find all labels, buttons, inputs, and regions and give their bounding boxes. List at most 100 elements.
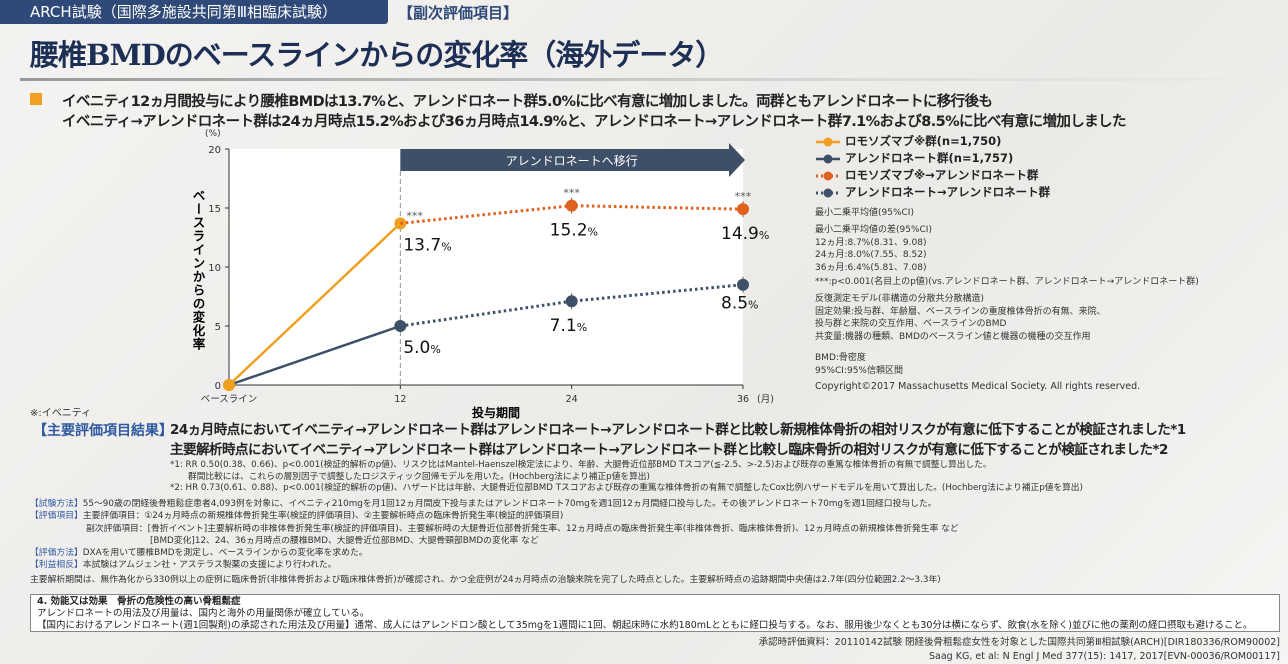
- x-tick-label: ベースライン: [201, 394, 258, 405]
- method-row: 【評価方法】DXAを用いて腰椎BMDを測定し、ベースラインからの変化率を求めた。: [30, 548, 368, 559]
- y-tick-label: 5: [215, 322, 221, 333]
- y-unit: (%): [205, 129, 221, 139]
- results-footnotes: *1: RR 0.50(0.38、0.66)、p<0.001(検証的解析のp値)…: [170, 460, 1083, 495]
- asterisk-note: ※:イベニティ: [30, 408, 92, 419]
- source-line: 承認時評価資料：20110142試験 閉経後骨粗鬆症女性を対象とした国際共同第Ⅲ…: [758, 637, 1280, 648]
- x-tick-label: 12: [394, 394, 406, 405]
- lead-text: イベニティ12ヵ月間投与により腰椎BMDは13.7%と、アレンドロネート群5.0…: [62, 94, 993, 110]
- y-tick-label: 10: [208, 263, 221, 274]
- model-line: 固定効果:投与群、年齢層、ベースラインの重度椎体骨折の有無、来院、: [815, 306, 1106, 317]
- data-label: 8.5%: [721, 294, 759, 314]
- results-tag: 【主要評価項目結果】: [33, 423, 173, 439]
- series-line-1: [228, 324, 401, 387]
- page-title: 腰椎BMDのベースラインからの変化率（海外データ）: [30, 38, 724, 72]
- method-row: 【利益相反】本試験はアムジェン社・アステラス製薬の支援により行われた。: [30, 560, 337, 571]
- bmd-line-chart: アレンドロネートへ移行 (%) 0 5 10 15 20 ベースライン 12 24 36 (月) 投与期…: [191, 129, 774, 420]
- legend-item: アレンドロネート→アレンドロネート群: [815, 184, 1050, 201]
- copyright: Copyright©2017 Massachusetts Medical Soc…: [815, 381, 1141, 392]
- data-label: 13.7%: [403, 235, 451, 255]
- legend-marker-icon: [816, 154, 840, 163]
- source-line: Saag KG, et al: N Engl J Med 377(15): 14…: [929, 651, 1280, 662]
- data-label: 14.9%: [721, 224, 769, 244]
- x-tick-label: 36: [737, 394, 749, 405]
- series-line-3: [400, 283, 744, 328]
- data-label-unit: %: [759, 229, 769, 242]
- box-line: 【国内におけるアレンドロネート(週1回製剤)の承認された用法及び用量】通常、成人…: [37, 620, 1253, 631]
- method-section: 【試験方法】55～90歳の閉経後骨粗鬆症患者4,093例を対象に、イベニティ21…: [30, 498, 959, 586]
- data-label-value: 15.2: [550, 221, 588, 241]
- model-notes: 反復測定モデル(非構造の分散共分散構造) 固定効果:投与群、年齢層、ベースライン…: [815, 293, 1106, 343]
- data-point: [737, 278, 749, 291]
- y-tick-label: 15: [208, 204, 221, 215]
- x-tick-label: 24: [566, 394, 578, 405]
- model-line: 投与群と来院の交互作用、ベースラインのBMD: [815, 319, 1007, 329]
- legend-marker-icon: [816, 137, 840, 146]
- lead-text: イベニティ→アレンドロネート群は24ヵ月時点15.2%および36ヵ月時点14.9…: [62, 114, 1126, 130]
- data-label-value: 8.5: [721, 294, 748, 314]
- data-label-unit: %: [441, 240, 451, 253]
- legend-item: ロモソズマブ※→アレンドロネート群: [815, 167, 1050, 184]
- result-line: 24ヵ月時点においてイベニティ→アレンドロネート群はアレンドロネート→アレンドロ…: [170, 422, 1186, 438]
- data-label-unit: %: [577, 321, 587, 334]
- legend-item: ロモソズマブ※群(n=1,750): [815, 133, 1050, 150]
- title-divider: [20, 78, 1288, 81]
- transition-arrow-banner: [400, 143, 745, 177]
- y-axis-title: ベースラインからの変化率: [191, 189, 206, 351]
- footnote: 群間比較には、これらの層別因子で調整したロジスティック回帰モデルを用いた。(Ho…: [188, 471, 650, 482]
- category-label: 【副次評価項目】: [398, 4, 519, 22]
- abbr-notes: BMD:骨密度 95%CI:95%信頼区間: [815, 352, 903, 377]
- footnote: *2: HR 0.73(0.61、0.88)、p<0.001(検証的解析のp値)…: [170, 483, 1083, 493]
- model-line: 反復測定モデル(非構造の分散共分散構造): [815, 294, 985, 304]
- legend-label: ロモソズマブ※群(n=1,750): [845, 134, 1002, 148]
- significance-mark: ***: [735, 190, 752, 203]
- diff-line: 最小二乗平均値の差(95%CI): [815, 225, 932, 235]
- legend-item: アレンドロネート群(n=1,757): [815, 150, 1050, 167]
- abbr-line: BMD:骨密度: [815, 353, 866, 363]
- legend: ロモソズマブ※群(n=1,750) アレンドロネート群(n=1,757) ロモソズマ…: [815, 133, 1050, 201]
- data-label-value: 13.7: [403, 235, 441, 255]
- method-row: 副次評価項目：[骨折イベント]主要解析時の非椎体骨折発生率(検証的評価項目)、主…: [86, 523, 959, 534]
- data-point: [394, 320, 407, 332]
- data-label-unit: %: [748, 299, 758, 312]
- legend-marker-icon: [816, 171, 840, 180]
- sources: 承認時評価資料：20110142試験 閉経後骨粗鬆症女性を対象とした国際共同第Ⅲ…: [759, 636, 1280, 664]
- diff-line: 24ヵ月:8.0%(7.55、8.52): [815, 250, 927, 260]
- legend-marker-icon: [816, 188, 840, 197]
- data-label-value: 7.1: [550, 316, 577, 336]
- diff-line: 12ヵ月:8.7%(8.31、9.08): [815, 237, 927, 248]
- abbr-line: 95%CI:95%信頼区間: [815, 365, 903, 376]
- data-point: [223, 379, 235, 391]
- y-tick-label: 20: [208, 145, 221, 156]
- series-line-0: [228, 222, 402, 386]
- p-note: ***:p<0.001(名目上のp値)(vs.アレンドロネート群、アレンドロネー…: [815, 277, 1199, 287]
- data-label: 7.1%: [550, 316, 588, 336]
- result-line: 主要解析時点においてイベニティ→アレンドロネート群はアレンドロネート→アレンドロ…: [170, 442, 1168, 458]
- data-label: 15.2%: [550, 221, 598, 241]
- data-label-unit: %: [430, 343, 440, 356]
- method-row: 【評価項目】主要評価項目：①24ヵ月時点の新規椎体骨折発生率(検証的評価項目)、…: [30, 511, 564, 522]
- analysis-period: 主要解析期間は、無作為化から330例以上の症例に臨床骨折(非椎体骨折および臨床椎…: [30, 574, 941, 585]
- diff-notes: 最小二乗平均値の差(95%CI) 12ヵ月:8.7%(8.31、9.08) 24…: [815, 224, 932, 274]
- bullet-square-icon: [30, 93, 42, 105]
- legend-label: アレンドロネート群(n=1,757): [845, 151, 1014, 165]
- legend-label: アレンドロネート→アレンドロネート群: [845, 185, 1051, 199]
- method-row: [BMD変化]12、24、36ヵ月時点の腰椎BMD、大腿骨近位部BMD、大腿骨頸…: [150, 535, 539, 546]
- lsmean-note: 最小二乗平均値(95%CI): [815, 208, 914, 218]
- plot-area: [229, 149, 743, 385]
- data-point: [394, 217, 407, 230]
- footnote: *1: RR 0.50(0.38、0.66)、p<0.001(検証的解析のp値)…: [170, 460, 992, 470]
- data-label-unit: %: [588, 226, 598, 239]
- method-row: 【試験方法】55～90歳の閉経後骨粗鬆症患者4,093例を対象に、イベニティ21…: [30, 499, 937, 509]
- data-label: 5.0%: [403, 338, 441, 358]
- x-unit: (月): [757, 394, 774, 405]
- model-line: 共変量:機器の種類、BMDのベースライン値と機器の機種の交互作用: [815, 331, 1091, 342]
- data-label-value: 5.0: [403, 338, 430, 358]
- diff-line: 36ヵ月:6.4%(5.81、7.08): [815, 262, 927, 273]
- study-header: ARCH試験（国際多施設共同第Ⅲ相臨床試験）: [0, 0, 388, 24]
- legend-label: ロモソズマブ※→アレンドロネート群: [845, 168, 1039, 182]
- banner-label: アレンドロネートへ移行: [506, 154, 638, 168]
- box-title: 4. 効能又は効果 骨折の危険性の高い骨粗鬆症: [37, 596, 241, 607]
- significance-mark: ***: [563, 187, 580, 200]
- data-point: [565, 295, 578, 308]
- indication-box: 4. 効能又は効果 骨折の危険性の高い骨粗鬆症 アレンドロネートの用法及び用量は…: [30, 594, 1280, 632]
